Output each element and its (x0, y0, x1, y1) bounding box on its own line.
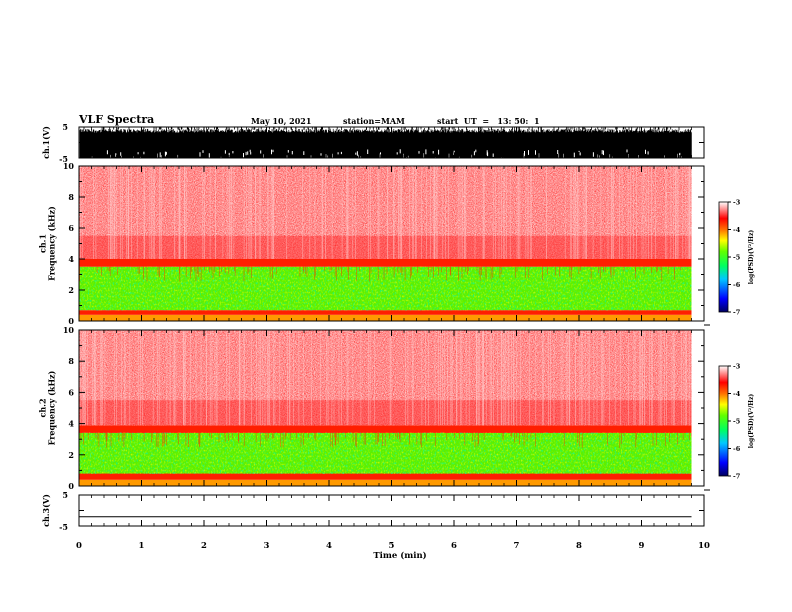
mid-cyan-speckle (79, 266, 692, 311)
y-tick-label: -5 (59, 154, 68, 164)
x-tick-label: 0 (76, 541, 82, 551)
colorbar-tick-label: -3 (733, 363, 741, 371)
colorbar-tick-label: -5 (733, 418, 741, 426)
y-tick-label: 10 (63, 161, 75, 171)
no-data-region (691, 166, 704, 321)
x-tick-label: 2 (201, 541, 207, 551)
y-tick-label: 0 (68, 481, 74, 491)
y-tick-label: 0 (68, 316, 74, 326)
colorbar-tick-label: -4 (733, 226, 741, 234)
colorbar-tick-label: -6 (733, 445, 741, 453)
band-mid-high (79, 479, 692, 486)
y-tick-label: 2 (68, 285, 74, 295)
ch2-colorbar: -3 -4 -5 -6 -7 log(PSD)(V²/Hz) (718, 363, 755, 481)
y-axis-label: ch.1(V) (41, 126, 51, 159)
upper-gradient (79, 400, 692, 426)
station-label: station=MAM (343, 116, 405, 126)
y-tick-label: 8 (68, 192, 74, 202)
colorbar-tick-label: -3 (733, 199, 741, 207)
y-tick-label: 8 (68, 356, 74, 366)
ch1-waveform-spikes (83, 127, 672, 130)
ch1-spectrogram-panel: 0 2 4 6 8 10 ch.1Frequency (kHz) (38, 161, 710, 326)
x-tick-label: 3 (264, 541, 270, 551)
band-edge-streaks (79, 266, 682, 282)
y-tick-label: 5 (62, 490, 68, 500)
ch3-waveform-panel: 5 -5 ch.3(V) (41, 490, 705, 532)
x-tick-label: 7 (514, 541, 520, 551)
colorbar-label: log(PSD)(V²/Hz) (748, 394, 755, 449)
ylabel-line: ch.1 (38, 234, 48, 253)
impulsive-streaks (80, 330, 690, 426)
ch1-waveform-panel: 5 -5 ch.1(V) (41, 122, 705, 164)
x-tick-label: 1 (139, 541, 145, 551)
y-tick-label: 10 (63, 325, 75, 335)
band-high (79, 310, 692, 315)
band-high (79, 259, 692, 267)
impulsive-streaks (80, 166, 691, 259)
y-tick-label: 6 (68, 387, 74, 397)
y-axis-label: ch.1Frequency (kHz) (38, 206, 57, 281)
ch1-waveform-trace (79, 127, 692, 158)
x-tick-label: 6 (451, 541, 457, 551)
ylabel-line: Frequency (kHz) (47, 370, 57, 445)
upper-gradient (79, 235, 692, 259)
y-tick-label: 2 (68, 450, 74, 460)
ch2-spectrogram-panel: 0 2 4 6 8 10 ch.2Frequency (kHz) (38, 325, 710, 491)
chart-title: VLF Spectra (79, 113, 155, 126)
x-tick-label: 4 (326, 541, 332, 551)
colorbar-tick-label: -7 (733, 473, 740, 481)
y-axis-label: ch.2Frequency (kHz) (38, 370, 57, 445)
y-tick-label: -5 (59, 522, 68, 532)
y-axis-label: ch.3(V) (41, 494, 51, 527)
x-axis-label: Time (min) (373, 550, 426, 561)
colorbar-tick-label: -4 (733, 390, 741, 398)
x-tick-label: 10 (698, 541, 710, 551)
colorbar-gradient (718, 365, 729, 477)
time-axis: 0 1 2 3 4 5 6 7 8 9 10 Time (min) (76, 541, 710, 561)
x-tick-label: 8 (576, 541, 582, 551)
colorbar-gradient (718, 201, 729, 313)
colorbar-tick-label: -7 (733, 309, 740, 317)
ch1-colorbar: -3 -4 -5 -6 -7 log(PSD)(V²/Hz) (718, 199, 755, 317)
ylabel-line: ch.3(V) (41, 494, 51, 527)
colorbar-tick-label: -6 (733, 281, 741, 289)
x-tick-label: 9 (639, 541, 645, 551)
ylabel-line: ch.2 (38, 398, 48, 417)
ylabel-line: ch.1(V) (41, 126, 51, 159)
recording-date: May 10, 2021 (251, 116, 312, 126)
band-mid-high (79, 314, 692, 321)
colorbar-tick-label: -5 (733, 254, 741, 262)
upper-red-speckle (79, 166, 692, 259)
y-tick-label: 4 (68, 419, 74, 429)
band-high (79, 473, 692, 480)
ylabel-line: Frequency (kHz) (47, 206, 57, 281)
colorbar-label: log(PSD)(V²/Hz) (748, 230, 755, 285)
band-edge-streaks (80, 433, 692, 448)
no-data-region (691, 330, 704, 486)
x-tick-label: 5 (389, 541, 395, 551)
start-time-label: start UT = 13: 50: 1 (437, 116, 540, 126)
y-tick-label: 5 (62, 122, 68, 132)
y-tick-label: 4 (68, 254, 74, 264)
band-high (79, 425, 692, 433)
y-tick-label: 6 (68, 223, 74, 233)
